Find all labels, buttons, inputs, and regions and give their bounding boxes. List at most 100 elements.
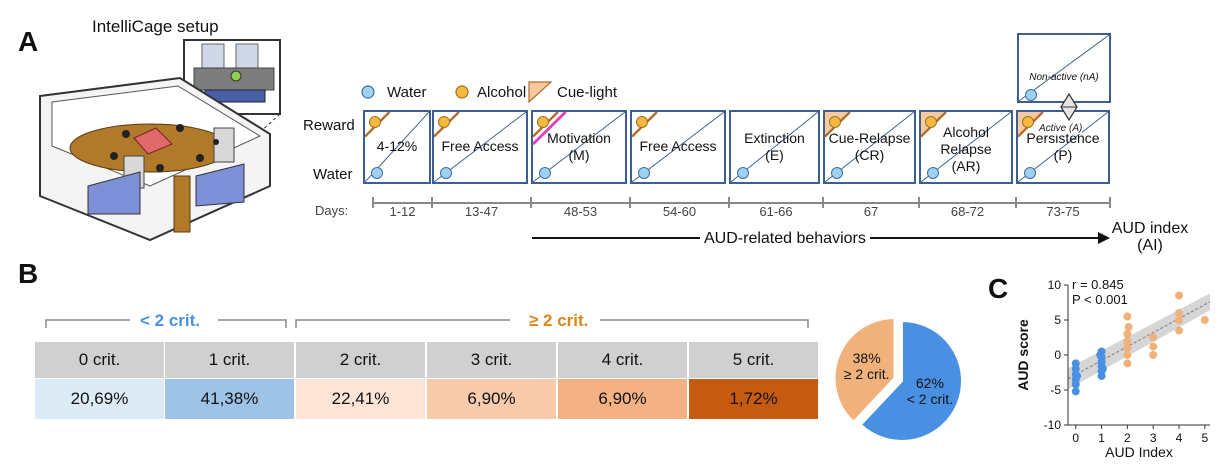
y-tick-label: 5 (1054, 313, 1061, 327)
intellicage-illustration (39, 39, 281, 242)
water-icon (370, 166, 384, 185)
data-point (1149, 342, 1158, 351)
phase-label: Cue-Relapse (CR) (825, 130, 914, 164)
water-icon (538, 166, 552, 185)
fit-confidence-band (1068, 293, 1210, 390)
data-point (1097, 372, 1106, 380)
timeline-tick (530, 197, 532, 208)
phase-label-line: Free Access (639, 138, 717, 154)
active-label: Active (A) (1039, 123, 1083, 134)
timeline-tick (822, 197, 824, 208)
swap-arrow-icon (1060, 93, 1078, 121)
data-point (1175, 326, 1184, 335)
table-value-cell: 6,90% (558, 379, 687, 419)
phase-box: Free Access (432, 110, 528, 184)
phase-label: Alcohol Relapse (AR) (921, 124, 1011, 175)
water-legend-icon (361, 85, 375, 99)
phase-label-line: Alcohol (943, 124, 989, 140)
timeline-axis (373, 202, 1110, 204)
aud-index-line2: (AI) (1137, 237, 1163, 254)
phase-label-line: (P) (1053, 147, 1073, 163)
timeline-tick (1109, 197, 1111, 208)
water-icon (830, 166, 844, 185)
phase-label-line: (AR) (951, 158, 981, 174)
data-point (1175, 291, 1184, 300)
timeline-tick (431, 197, 433, 208)
x-axis-title: AUD Index (1105, 444, 1173, 460)
phase-box: Free Access (630, 110, 726, 184)
data-point (1096, 351, 1105, 359)
fit-line (1067, 301, 1211, 380)
phase-days-label: 67 (863, 204, 879, 219)
y-axis-title: AUD score (1015, 319, 1031, 391)
cue-light-legend-icon (528, 81, 552, 103)
timeline-tick (728, 197, 730, 208)
alcohol-icon (1021, 115, 1035, 134)
table-header-cell: 3 crit. (427, 342, 556, 378)
table-header-cell: 4 crit. (558, 342, 687, 378)
panel-label-b: B (18, 258, 39, 289)
panel-label-c: C (988, 273, 1009, 304)
water-icon (1025, 89, 1037, 101)
alcohol-icon (828, 115, 842, 134)
criteria-pie-chart: 38%≥ 2 crit. 62%< 2 crit. (833, 317, 963, 442)
table-header-cell: 0 crit. (35, 342, 164, 378)
timeline-tick (372, 197, 374, 208)
aud-scatter-chart: -10 -5 0 5 10 0 1 2 3 4 5 AUD Index AUD score r = 0.8… (1015, 277, 1211, 460)
y-tick-label: -10 (1044, 418, 1062, 432)
water-icon (736, 166, 750, 185)
data-point (1124, 323, 1133, 331)
alcohol-legend-icon (455, 85, 469, 99)
phase-label-line: Relapse (940, 141, 992, 157)
phase-box: Extinction (E) (729, 110, 820, 184)
non-active-box: Non-active (nA) (1017, 33, 1111, 103)
table-header-cell: 1 crit. (165, 342, 294, 378)
phase-days-label: 1-12 (389, 204, 416, 219)
x-tick-label: 3 (1150, 431, 1157, 445)
timeline-tick (918, 197, 920, 208)
data-point (1071, 380, 1080, 389)
table-header-cell: 2 crit. (296, 342, 425, 378)
alcohol-icon (368, 115, 382, 134)
alcohol-icon (924, 115, 938, 134)
x-tick-label: 4 (1176, 431, 1183, 445)
pie-slice (859, 319, 963, 442)
stat-annotation: r = 0.845 (1072, 277, 1124, 292)
phase-label-line: (E) (765, 147, 784, 163)
phase-box: Persistence (P) (1016, 110, 1110, 184)
timeline-tick (629, 197, 631, 208)
stat-annotation: P < 0.001 (1072, 292, 1128, 307)
phase-box: 4-12% (363, 110, 431, 184)
phase-days-label: 68-72 (950, 204, 985, 219)
legend-alcohol-label: Alcohol (477, 84, 527, 101)
non-active-label: Non-active (nA) (1029, 72, 1099, 83)
alcohol-icon (437, 115, 451, 134)
group-high-label: ≥ 2 crit. (529, 311, 589, 330)
phase-label: Free Access (632, 138, 724, 155)
table-value-cell: 1,72% (689, 379, 818, 419)
phase-label: Motivation (M) (533, 130, 625, 164)
days-label: Days: (315, 203, 349, 218)
phase-label: Free Access (434, 138, 526, 155)
phase-box: Motivation (M) (531, 110, 627, 184)
data-point (1073, 372, 1082, 380)
water-row-label: Water (313, 166, 353, 183)
data-point (1200, 316, 1209, 324)
pie-slice-label: < 2 crit. (907, 391, 953, 407)
pie-slice (833, 317, 896, 424)
table-value-cell: 6,90% (427, 379, 556, 419)
phase-label-line: Persistence (1026, 130, 1100, 146)
data-point (1098, 365, 1107, 373)
phase-label: 4-12% (365, 138, 429, 155)
phase-label-line: Motivation (547, 130, 611, 146)
data-point (1123, 312, 1132, 321)
legend-water-label: Water (387, 84, 427, 101)
phase-label-line: 4-12% (376, 138, 418, 154)
reward-row-label: Reward (303, 117, 355, 134)
legend-cue-label: Cue-light (557, 84, 618, 101)
data-point (1149, 351, 1158, 359)
data-point (1123, 359, 1132, 368)
pie-slice-pct: 62% (916, 375, 944, 391)
phase-label: Persistence (P) (1018, 130, 1108, 164)
data-point (1123, 337, 1132, 345)
